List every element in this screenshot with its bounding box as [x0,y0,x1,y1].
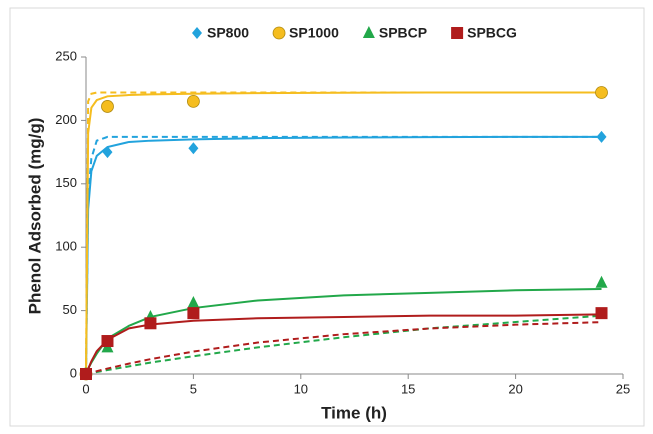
point [596,130,607,143]
y-tick-label: 100 [55,239,77,254]
legend-marker [192,27,202,39]
fit-line-dashed [85,135,602,375]
legend-label: SP1000 [289,25,339,41]
chart-border [9,7,645,427]
point [102,146,113,159]
y-axis-title: Phenol Adsorbed (mg/g) [25,118,44,315]
y-tick-label: 250 [55,48,77,63]
point [595,86,608,99]
point [144,317,157,330]
x-tick-label: 5 [190,381,197,396]
legend-marker [451,27,464,39]
legend-marker [272,26,286,40]
fit-line-solid [85,91,602,375]
x-tick-label: 20 [508,381,522,396]
point [595,307,608,320]
point [101,335,114,348]
point [186,94,200,108]
y-tick-label: 200 [55,112,77,127]
point [595,275,608,288]
y-tick-label: 0 [70,365,77,380]
y-tick-label: 50 [63,302,77,317]
legend-label: SPBCP [379,25,427,41]
point [187,295,200,308]
legend-marker [362,26,375,38]
point [188,142,199,155]
fit-line-solid [85,135,602,375]
point [187,307,200,320]
legend-label: SP800 [207,25,249,41]
x-axis-title: Time (h) [321,403,387,422]
fit-line-dashed [85,91,602,375]
legend-label: SPBCG [467,25,517,41]
point [80,368,92,380]
point [101,100,114,113]
x-tick-label: 25 [616,381,630,396]
x-tick-label: 10 [294,381,308,396]
x-tick-label: 15 [401,381,415,396]
x-tick-label: 0 [82,381,89,396]
y-tick-label: 150 [55,175,77,190]
